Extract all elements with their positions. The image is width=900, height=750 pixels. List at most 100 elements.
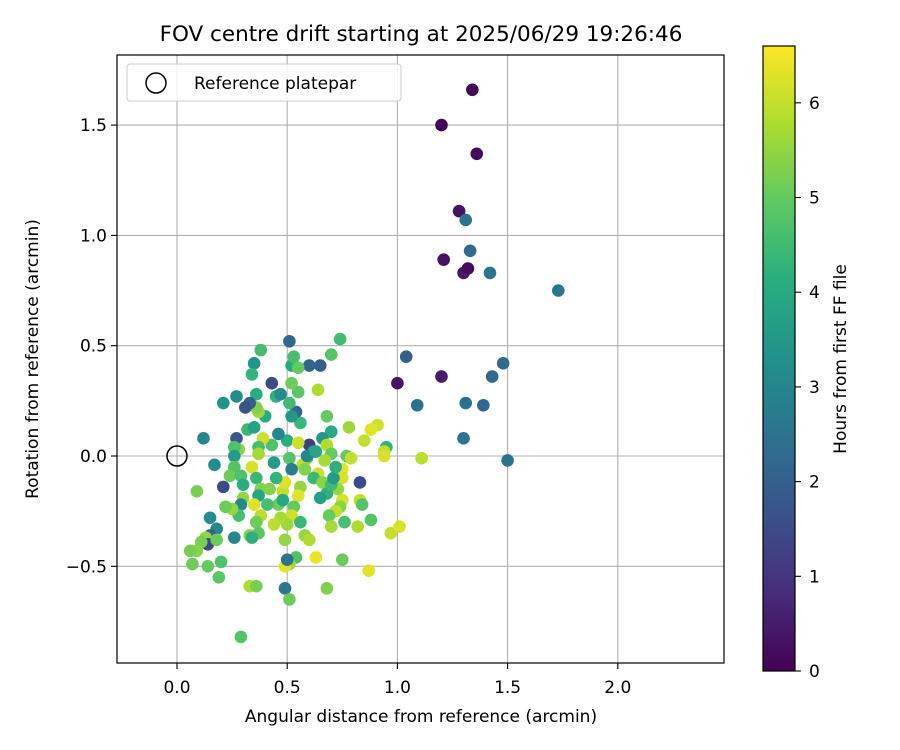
data-point: [283, 396, 296, 410]
data-point: [435, 118, 448, 132]
data-point: [283, 593, 296, 606]
data-point: [276, 493, 290, 507]
data-point: [358, 434, 371, 447]
data-point: [201, 560, 215, 573]
data-point: [364, 423, 378, 436]
y-tick-label: 1.5: [80, 116, 107, 136]
data-point: [291, 361, 305, 375]
data-point: [263, 482, 276, 496]
data-point: [274, 387, 287, 401]
x-axis-ticks: 0.0 0.5 1.0 1.5 2.0: [163, 663, 631, 698]
reference-platepar-marker: [166, 445, 188, 467]
colorbar-label: Hours from first FF file: [831, 264, 851, 454]
data-point: [338, 515, 351, 529]
data-point: [190, 484, 204, 498]
data-point: [265, 438, 279, 452]
data-point: [267, 456, 281, 469]
data-point: [309, 445, 323, 458]
data-point: [291, 436, 305, 450]
data-point: [333, 332, 347, 346]
data-point: [470, 147, 484, 161]
data-point: [355, 498, 369, 511]
data-point: [318, 454, 331, 467]
data-point: [294, 416, 307, 430]
data-point: [344, 451, 358, 465]
data-point: [364, 513, 378, 527]
data-point: [287, 350, 301, 364]
data-point: [415, 451, 428, 465]
y-axis-ticks: −0.5 0.0 0.5 1.0 1.5: [66, 116, 117, 577]
legend-label-reference: Reference platepar: [194, 74, 356, 94]
data-point: [280, 553, 294, 566]
data-point: [285, 376, 298, 390]
data-point: [294, 515, 307, 529]
data-point: [272, 427, 285, 441]
y-tick-label: 0.5: [80, 337, 107, 357]
data-point: [320, 582, 334, 595]
data-point: [391, 376, 404, 390]
data-point: [261, 498, 274, 511]
legend-marker-reference: [145, 72, 167, 94]
data-point: [252, 447, 265, 461]
data-point: [247, 421, 261, 434]
data-point: [342, 421, 356, 434]
y-tick-label: 1.0: [80, 226, 107, 246]
data-point: [393, 520, 406, 533]
data-point: [228, 449, 241, 463]
data-point: [477, 398, 490, 412]
data-point: [219, 500, 232, 514]
data-point: [324, 348, 338, 361]
data-point: [311, 383, 325, 397]
colorbar-tick-label: 2: [809, 473, 820, 493]
data-point: [410, 398, 424, 412]
data-point: [457, 432, 470, 445]
data-point: [329, 460, 342, 474]
data-point: [399, 350, 413, 364]
y-tick-label: −0.5: [66, 557, 107, 577]
data-point: [254, 343, 268, 357]
data-point: [239, 401, 252, 414]
data-point: [278, 582, 292, 595]
data-point: [208, 458, 221, 472]
data-point: [267, 518, 281, 531]
data-point: [216, 480, 230, 494]
y-tick-label: 0.0: [80, 447, 107, 467]
colorbar-tick-label: 1: [809, 567, 820, 587]
x-axis-label: Angular distance from reference (arcmin): [245, 707, 597, 727]
data-point: [245, 531, 259, 544]
colorbar-ticks: 0 1 2 3 4 5 6: [795, 94, 820, 682]
data-point: [285, 462, 298, 476]
data-point: [551, 284, 565, 297]
data-point: [250, 579, 263, 593]
data-point: [327, 471, 340, 485]
data-point: [245, 460, 259, 474]
data-point: [466, 83, 479, 97]
colorbar-tick-label: 4: [809, 283, 820, 303]
data-point: [483, 266, 497, 280]
data-point: [313, 359, 327, 372]
data-point: [362, 564, 376, 578]
data-point: [269, 471, 283, 485]
colorbar-gradient: [762, 45, 796, 672]
data-point: [285, 409, 298, 423]
data-point: [250, 387, 263, 401]
data-point: [223, 469, 237, 483]
data-point: [298, 462, 312, 476]
data-point: [234, 630, 248, 644]
data-point: [324, 425, 338, 439]
data-point: [216, 396, 230, 410]
data-point: [278, 533, 292, 547]
data-point: [236, 478, 250, 491]
x-tick-label: 0.5: [274, 678, 301, 698]
data-point: [203, 511, 217, 525]
data-point: [247, 357, 261, 370]
x-tick-label: 2.0: [604, 678, 631, 698]
colorbar-tick-label: 0: [809, 662, 820, 682]
data-point: [250, 515, 263, 529]
data-point: [496, 357, 510, 370]
data-point: [228, 440, 241, 454]
data-point: [291, 385, 305, 399]
data-point: [320, 409, 334, 423]
data-point: [186, 557, 199, 571]
